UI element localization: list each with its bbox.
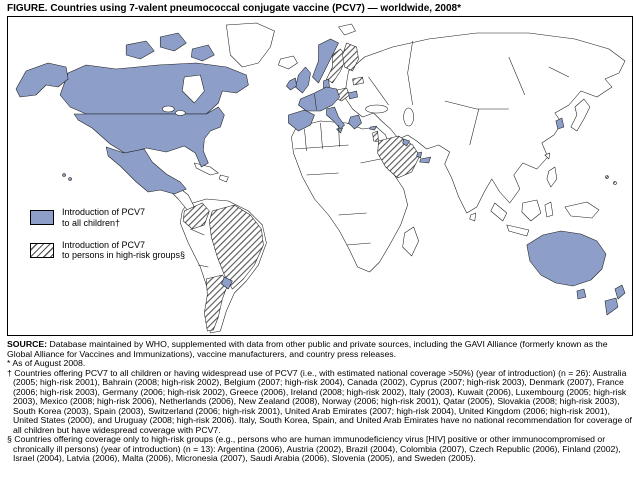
micronesia-island xyxy=(613,181,617,185)
country-saudi-arabia xyxy=(377,135,420,179)
region-svalbard xyxy=(338,23,356,36)
country-borders-decoration xyxy=(190,40,570,268)
country-qatar xyxy=(416,151,422,159)
country-madagascar xyxy=(402,226,419,257)
country-denmark xyxy=(323,78,330,89)
hawaii-island xyxy=(68,177,72,181)
hawaii-island xyxy=(62,173,66,177)
caspian-sea xyxy=(403,107,414,127)
country-japan xyxy=(570,98,591,132)
footnote-symbol: † xyxy=(7,367,12,378)
legend-label-all-children: Introduction of PCV7 to all children† xyxy=(62,207,145,229)
country-israel xyxy=(372,130,379,143)
legend-item-all-children: Introduction of PCV7 to all children† xyxy=(30,207,185,229)
footnote-text: Countries offering coverage only to high… xyxy=(13,434,621,463)
country-new-zealand-south xyxy=(604,297,619,316)
legend-swatch-blue xyxy=(30,210,54,226)
island-sumatra xyxy=(490,202,508,222)
country-greenland xyxy=(226,22,275,68)
region-hawaii xyxy=(62,173,72,181)
footnote-asterisk: * As of August 2008. xyxy=(7,358,635,369)
hudson-bay xyxy=(182,74,205,104)
country-slovakia xyxy=(348,90,358,100)
country-sri-lanka xyxy=(469,212,477,222)
micronesia-island xyxy=(605,175,609,179)
country-australia xyxy=(526,230,607,287)
legend-text-line: to all children† xyxy=(62,217,121,228)
great-lakes xyxy=(161,105,175,113)
country-philippines xyxy=(546,166,558,188)
footnote-section: § Countries offering coverage only to hi… xyxy=(7,434,635,464)
world-map-svg xyxy=(15,22,626,334)
country-uae xyxy=(419,156,431,164)
map-panel: Introduction of PCV7 to all children† Int… xyxy=(7,16,633,336)
island-sulawesi xyxy=(544,201,554,218)
source-label: SOURCE: xyxy=(7,339,48,349)
region-western-europe xyxy=(298,86,340,112)
legend-label-high-risk: Introduction of PCV7 to persons in high-r… xyxy=(62,240,185,262)
legend-item-high-risk: Introduction of PCV7 to persons in high-r… xyxy=(30,240,185,262)
footnote-text: As of August 2008. xyxy=(12,358,86,368)
country-south-korea xyxy=(555,117,565,130)
arctic-island xyxy=(191,44,215,62)
island-tasmania xyxy=(576,288,587,300)
country-latvia xyxy=(352,76,364,86)
map-legend: Introduction of PCV7 to all children† Int… xyxy=(30,207,185,272)
black-sea xyxy=(365,104,388,114)
island-java xyxy=(506,224,530,237)
great-lakes xyxy=(174,110,186,116)
country-united-states xyxy=(73,106,225,168)
country-uruguay xyxy=(221,276,233,290)
country-canada xyxy=(59,62,249,115)
region-canadian-arctic-islands xyxy=(125,32,215,62)
country-sweden xyxy=(326,48,347,84)
arctic-island xyxy=(125,40,155,60)
footnote-symbol: § xyxy=(7,434,12,444)
country-kuwait xyxy=(402,138,410,147)
country-ireland xyxy=(286,77,297,91)
footnote-symbol: * xyxy=(7,358,11,368)
region-alaska xyxy=(15,62,69,98)
country-micronesia xyxy=(605,175,617,185)
source-note: SOURCE: Database maintained by WHO, supp… xyxy=(7,339,635,359)
footnote-text: Countries offering PCV7 to all children … xyxy=(13,367,632,435)
country-greece xyxy=(348,114,362,130)
country-mexico xyxy=(105,146,187,195)
legend-swatch-hatched xyxy=(30,242,54,258)
country-brazil xyxy=(209,204,264,290)
region-eurasia xyxy=(344,32,626,214)
island-borneo xyxy=(521,199,542,222)
country-united-kingdom xyxy=(295,66,311,94)
legend-text-line: Introduction of PCV7 xyxy=(62,239,146,250)
country-norway xyxy=(312,38,339,84)
country-taiwan xyxy=(544,152,551,160)
figure-notes: SOURCE: Database maintained by WHO, supp… xyxy=(7,339,635,464)
country-finland xyxy=(342,42,359,72)
country-cyprus xyxy=(369,125,377,131)
country-cuba xyxy=(194,162,219,176)
legend-text-line: to persons in high-risk groups§ xyxy=(62,250,186,261)
region-iberia xyxy=(288,109,315,132)
source-text: Database maintained by WHO, supplemented… xyxy=(7,339,608,359)
legend-text-line: Introduction of PCV7 xyxy=(62,207,146,217)
country-iceland xyxy=(278,55,298,70)
country-italy xyxy=(326,106,345,130)
country-colombia xyxy=(183,202,210,230)
country-hispaniola xyxy=(219,174,229,183)
country-new-zealand-north xyxy=(614,284,626,300)
arctic-island xyxy=(159,32,187,52)
figure-title: FIGURE. Countries using 7-valent pneumoc… xyxy=(7,3,461,14)
island-new-guinea xyxy=(564,201,600,219)
footnote-dagger: † Countries offering PCV7 to all childre… xyxy=(7,367,635,436)
